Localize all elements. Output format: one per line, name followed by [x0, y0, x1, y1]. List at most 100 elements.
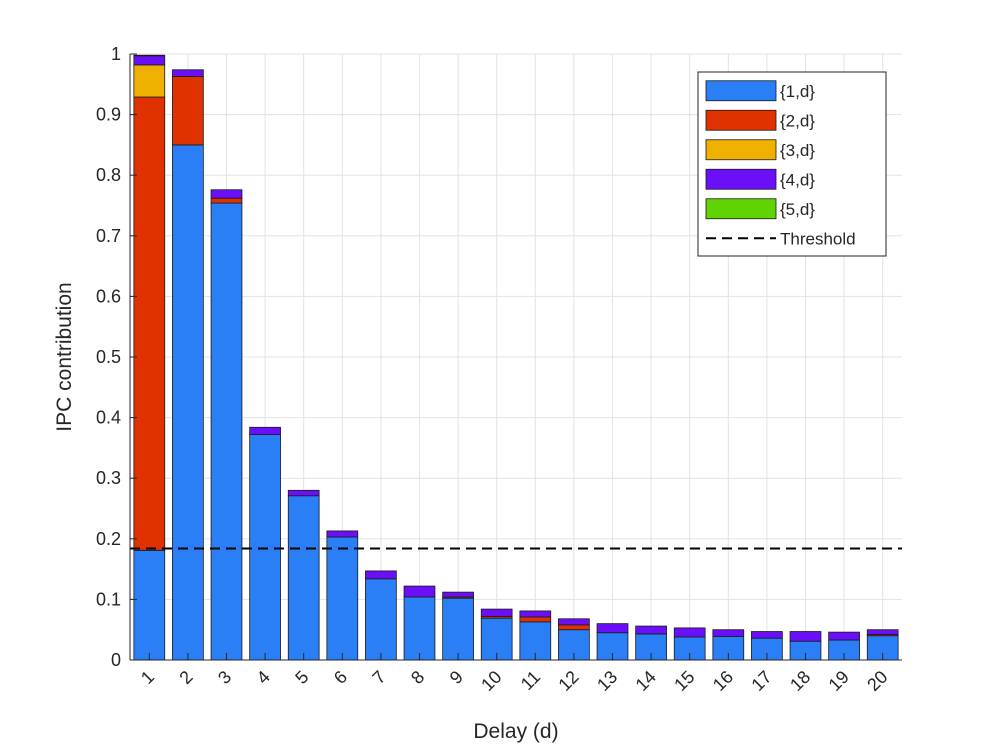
y-tick-label: 1 — [111, 44, 121, 64]
x-tick-label: 3 — [214, 667, 235, 688]
bar-segment — [403, 596, 436, 661]
bar-segment — [172, 144, 204, 661]
x-tick-label: 11 — [517, 667, 544, 694]
y-tick-label: 0.5 — [96, 347, 121, 367]
bar-group-delay-2 — [172, 69, 204, 661]
bar-group-delay-10 — [480, 608, 513, 661]
bar-segment — [326, 530, 359, 538]
axes: 00.10.20.30.40.50.60.70.80.911 2 3 4 5 6 7 8 9 10… — [96, 44, 902, 695]
bar-segment — [365, 578, 397, 661]
bar-group-delay-7 — [365, 570, 397, 661]
x-tick-label: 15 — [670, 667, 698, 695]
bar-segment — [326, 536, 359, 661]
bar-segment — [442, 597, 474, 661]
bar-segment — [519, 610, 552, 618]
legend-label: {1,d} — [780, 82, 815, 101]
legend-swatch — [705, 168, 777, 190]
x-tick-label: 9 — [446, 667, 467, 688]
x-tick-label: 4 — [253, 667, 274, 688]
x-tick-label: 20 — [863, 667, 891, 695]
bar-segment — [480, 617, 513, 661]
legend-swatch — [705, 80, 777, 102]
x-axis-label: Delay (d) — [473, 720, 558, 743]
bar-group-delay-11 — [519, 610, 552, 661]
bar-segment — [172, 69, 204, 77]
legend[interactable]: {1,d} {2,d} {3,d} {4,d} {5,d} Threshold — [697, 71, 887, 257]
bar-group-delay-5 — [287, 489, 320, 661]
legend-swatch — [705, 139, 777, 161]
bar-segment — [442, 591, 474, 598]
x-tick-label: 19 — [825, 667, 853, 695]
bar-group-delay-4 — [249, 426, 281, 661]
bar-group-delay-9 — [442, 591, 474, 661]
bar-segment — [558, 618, 590, 626]
y-tick-label: 0.6 — [96, 286, 121, 306]
bar-segment — [210, 202, 243, 661]
bar-segment — [712, 629, 745, 637]
bar-segment — [751, 631, 783, 639]
bar-segment — [635, 625, 667, 635]
y-tick-label: 0 — [111, 650, 121, 670]
bar-segment — [133, 55, 166, 66]
y-tick-label: 0.3 — [96, 468, 121, 488]
bar-segment — [287, 489, 320, 497]
bar-group-delay-3 — [210, 189, 243, 661]
x-tick-label: 14 — [632, 667, 660, 695]
y-axis-label: IPC contribution — [53, 282, 76, 431]
y-tick-label: 0.8 — [96, 165, 121, 185]
bar-segment — [287, 495, 320, 661]
x-tick-label: 2 — [176, 667, 197, 688]
legend-label: {3,d} — [780, 141, 815, 160]
bar-segment — [789, 631, 822, 642]
x-tick-label: 7 — [369, 667, 390, 688]
bar-segment — [133, 549, 166, 661]
bar-segment — [133, 96, 166, 551]
x-tick-label: 1 — [137, 667, 158, 688]
legend-label: {5,d} — [780, 200, 815, 219]
y-tick-label: 0.1 — [96, 589, 121, 609]
bar-segment — [519, 616, 552, 623]
x-tick-label: 10 — [477, 667, 505, 695]
legend-label: {2,d} — [780, 111, 815, 130]
x-tick-label: 17 — [747, 667, 775, 695]
bar-group-delay-1 — [133, 54, 166, 661]
y-tick-label: 0.4 — [96, 408, 121, 428]
bar-segment — [210, 197, 243, 204]
legend-swatch — [705, 109, 777, 131]
bar-segment — [866, 629, 899, 635]
x-tick-label: 5 — [291, 667, 312, 688]
bar-segment — [558, 624, 590, 631]
bar-group-delay-15 — [673, 627, 706, 661]
bar-segment — [133, 64, 166, 98]
bar-group-delay-6 — [326, 530, 359, 661]
x-tick-label: 8 — [407, 667, 428, 688]
bar-group-delay-20 — [866, 629, 899, 661]
legend-label: {4,d} — [780, 170, 815, 189]
bar-segment — [596, 623, 629, 634]
bar-segment — [673, 627, 706, 638]
bar-segment — [172, 76, 204, 146]
y-tick-label: 0.2 — [96, 529, 121, 549]
x-tick-label: 13 — [593, 667, 621, 695]
bar-segment — [828, 631, 860, 641]
bar-segment — [210, 189, 243, 199]
bar-group-delay-19 — [828, 631, 860, 661]
bar-segment — [249, 434, 281, 661]
y-tick-label: 0.7 — [96, 226, 121, 246]
bar-segment — [133, 54, 166, 57]
legend-swatch — [705, 198, 777, 220]
legend-box — [697, 71, 887, 257]
x-tick-label: 16 — [709, 667, 737, 695]
bar-segment — [249, 426, 281, 435]
x-tick-label: 6 — [330, 667, 351, 688]
x-tick-label: 18 — [786, 667, 814, 695]
bar-segment — [365, 570, 397, 580]
bar-group-delay-8 — [403, 585, 436, 661]
y-tick-label: 0.9 — [96, 105, 121, 125]
x-tick-label: 12 — [554, 667, 582, 695]
legend-label: Threshold — [780, 229, 856, 248]
bar-group-delay-18 — [789, 631, 822, 661]
bar-segment — [403, 585, 436, 598]
